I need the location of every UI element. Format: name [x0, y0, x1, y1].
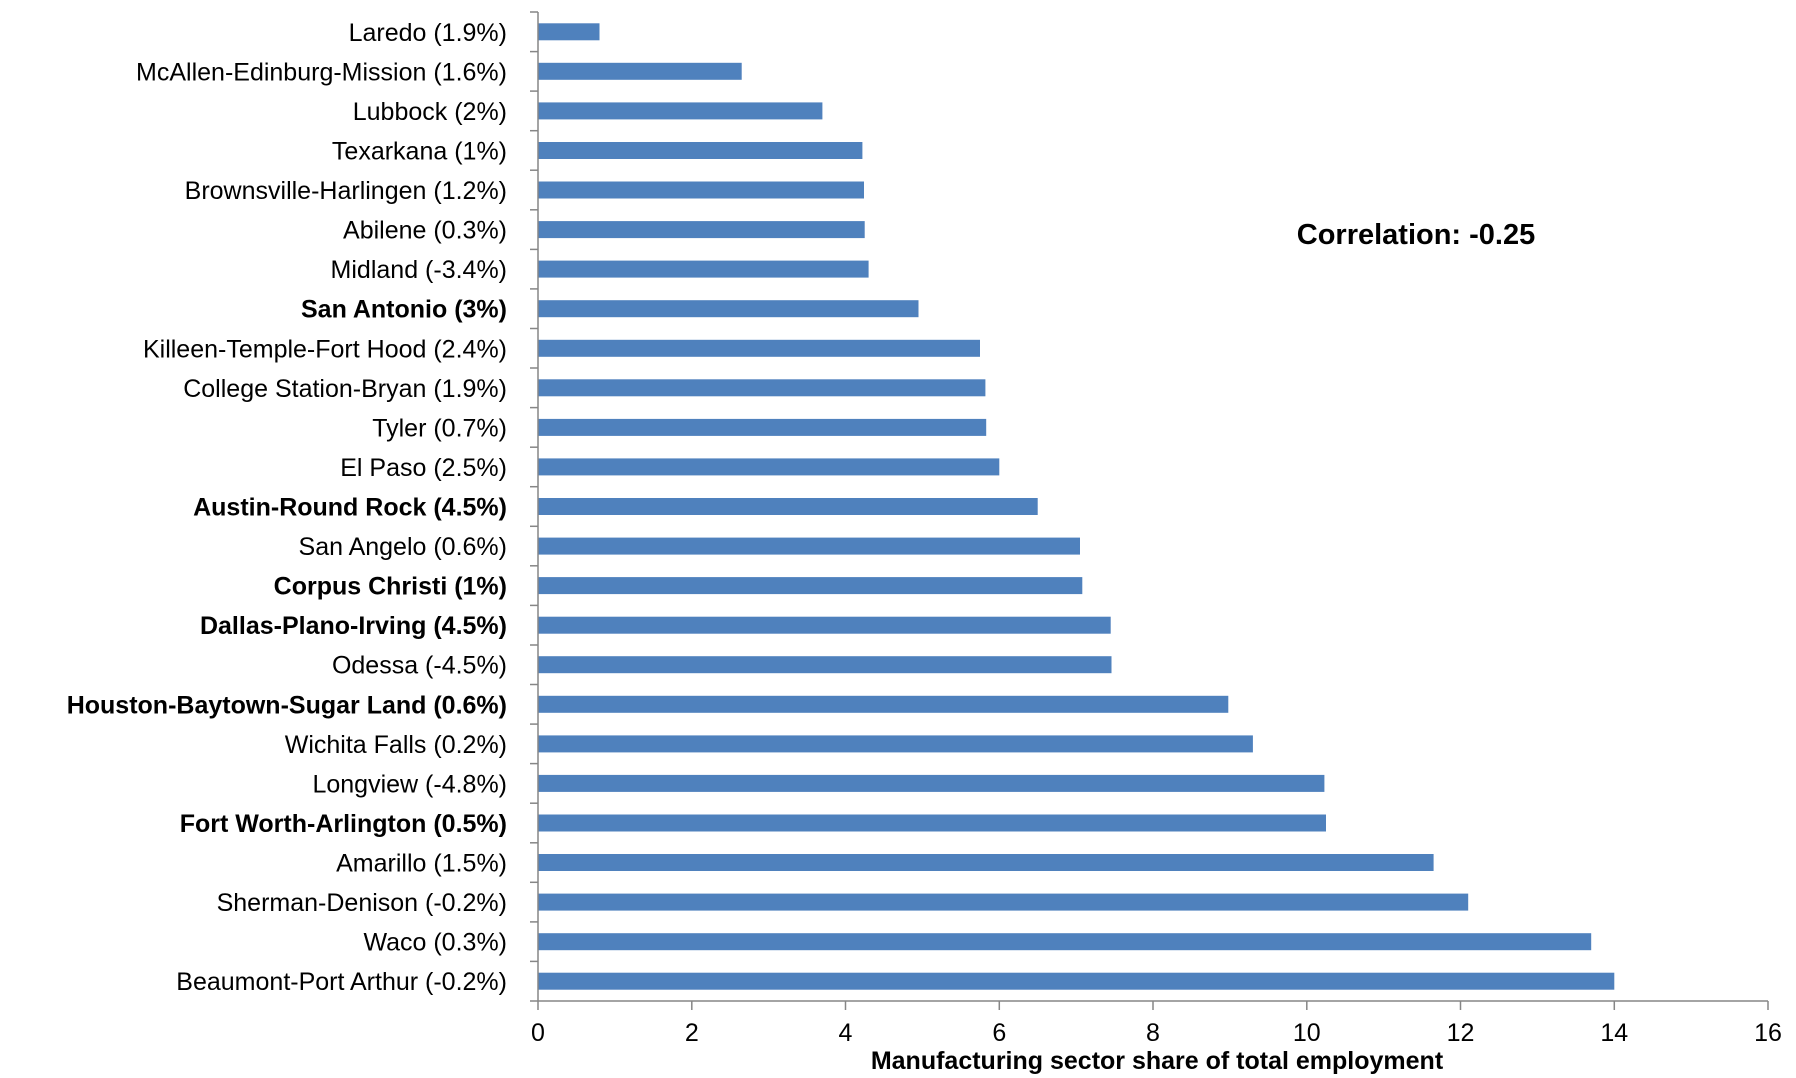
- x-tick-labels-group: 0 2 4 6 8 10 12 14 16: [531, 1019, 1782, 1047]
- category-label: Lubbock (2%): [353, 98, 507, 126]
- x-tick-label: 6: [992, 1019, 1006, 1047]
- axes-group: [530, 11, 1769, 1010]
- category-label: Longview (-4.8%): [312, 770, 507, 798]
- bar: [538, 774, 1325, 792]
- bar: [538, 418, 987, 436]
- bar: [538, 181, 864, 199]
- category-label: Midland (-3.4%): [331, 256, 507, 284]
- category-label: Fort Worth-Arlington (0.5%): [180, 810, 507, 838]
- bar: [538, 260, 869, 278]
- category-label: San Antonio (3%): [301, 296, 507, 324]
- x-tick-label: 2: [685, 1019, 699, 1047]
- category-label: Sherman-Denison (-0.2%): [217, 889, 507, 917]
- bar: [538, 814, 1326, 832]
- bar: [538, 537, 1080, 555]
- x-axis-title: Manufacturing sector share of total empl…: [871, 1047, 1444, 1075]
- correlation-annotation: Correlation: -0.25: [1297, 219, 1536, 251]
- category-label: Houston-Baytown-Sugar Land (0.6%): [67, 691, 507, 719]
- bar: [538, 695, 1229, 713]
- category-label: El Paso (2.5%): [340, 454, 507, 482]
- category-label: Waco (0.3%): [363, 929, 507, 957]
- x-tick-label: 14: [1600, 1019, 1628, 1047]
- category-label: Dallas-Plano-Irving (4.5%): [200, 612, 507, 640]
- bar: [538, 458, 1000, 476]
- category-label: Austin-Round Rock (4.5%): [193, 494, 507, 522]
- category-label: Odessa (-4.5%): [332, 652, 507, 680]
- category-label: Corpus Christi (1%): [274, 573, 507, 601]
- bar: [538, 893, 1469, 911]
- bar: [538, 23, 600, 41]
- x-tick-label: 4: [839, 1019, 853, 1047]
- bar: [538, 972, 1615, 990]
- bar: [538, 300, 919, 318]
- category-label: Killeen-Temple-Fort Hood (2.4%): [143, 335, 507, 363]
- category-labels-group: Laredo (1.9%) McAllen-Edinburg-Mission (1…: [67, 19, 507, 996]
- bar: [538, 339, 980, 357]
- bar: [538, 142, 863, 159]
- bar: [538, 854, 1434, 871]
- bar: [538, 221, 865, 239]
- category-label: San Angelo (0.6%): [299, 533, 507, 561]
- bar: [538, 577, 1083, 595]
- category-label: Beaumont-Port Arthur (-0.2%): [176, 968, 507, 996]
- bar: [538, 62, 742, 80]
- bar: [538, 616, 1111, 634]
- bar: [538, 735, 1253, 753]
- bar: [538, 498, 1038, 515]
- x-tick-label: 12: [1447, 1019, 1475, 1047]
- x-tick-label: 8: [1146, 1019, 1160, 1047]
- x-tick-label: 0: [531, 1019, 545, 1047]
- x-tick-label: 10: [1293, 1019, 1321, 1047]
- bar: [538, 656, 1112, 674]
- category-label: Texarkana (1%): [332, 138, 507, 166]
- bar: [538, 933, 1592, 951]
- category-label: Brownsville-Harlingen (1.2%): [185, 177, 507, 205]
- bar: [538, 379, 986, 397]
- category-label: Abilene (0.3%): [343, 217, 507, 245]
- category-label: Tyler (0.7%): [372, 414, 507, 442]
- category-label: College Station-Bryan (1.9%): [183, 375, 507, 403]
- x-tick-label: 16: [1754, 1019, 1782, 1047]
- category-label: Wichita Falls (0.2%): [285, 731, 507, 759]
- category-label: Amarillo (1.5%): [336, 850, 507, 878]
- category-label: Laredo (1.9%): [349, 19, 507, 47]
- bars-group: [538, 23, 1615, 990]
- bar: [538, 102, 823, 120]
- category-label: McAllen-Edinburg-Mission (1.6%): [136, 58, 507, 86]
